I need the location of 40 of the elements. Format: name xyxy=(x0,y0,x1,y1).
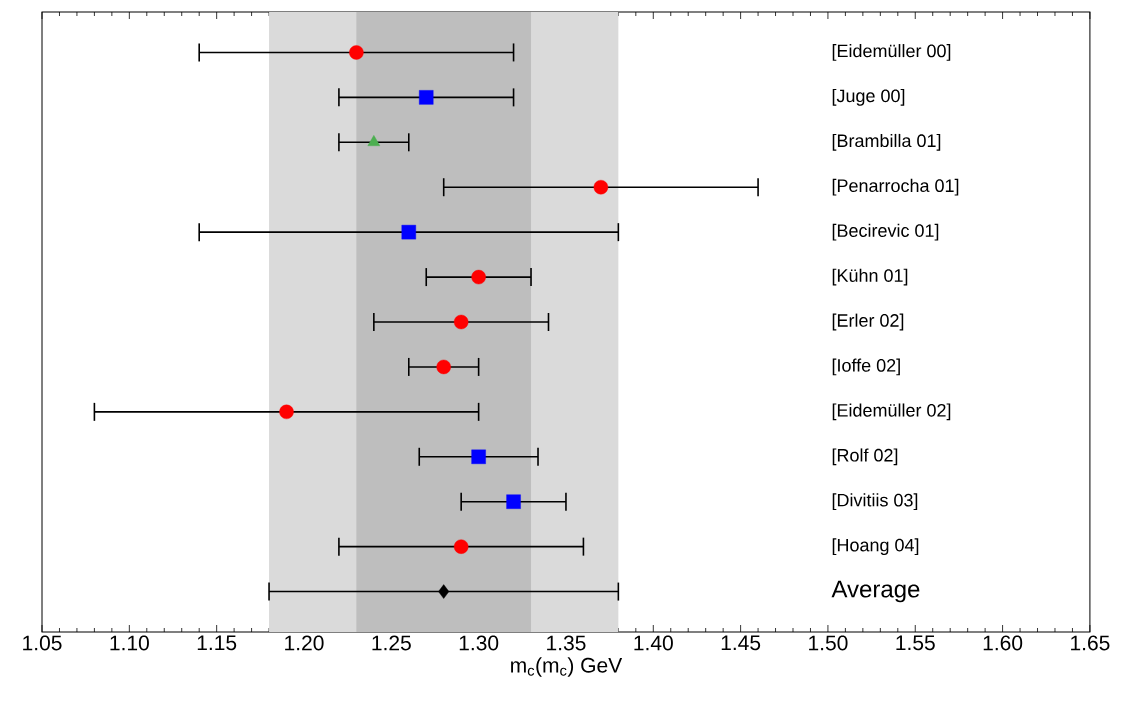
x-tick-label: 1.10 xyxy=(110,635,149,651)
x-tick-label: 1.35 xyxy=(547,635,586,651)
y-tick-label: [Juge 00] xyxy=(832,88,905,106)
point xyxy=(436,359,451,375)
x-tick-label: 1.65 xyxy=(1071,635,1110,651)
point xyxy=(453,314,469,330)
point xyxy=(419,90,434,105)
x-tick-label: 1.30 xyxy=(459,635,499,651)
y-tick-label: [Penarrocha 01] xyxy=(832,178,959,196)
y-tick-label: [Ioffe 02] xyxy=(832,358,900,376)
x-tick-label: 1.60 xyxy=(983,635,1023,651)
point xyxy=(279,404,294,420)
point xyxy=(401,224,416,240)
y-tick-label: [Erler 02] xyxy=(832,313,904,331)
y-tick-label: [Divitiis 03] xyxy=(832,493,918,511)
x-tick-label: 1.50 xyxy=(809,635,848,651)
x-tick-label: 1.25 xyxy=(372,635,411,651)
x-tick-label: 1.40 xyxy=(634,635,673,651)
y-tick-label: [Hoang 04] xyxy=(832,538,919,556)
x-tick-label: 1.20 xyxy=(285,635,324,651)
x-tick-label: 1.15 xyxy=(197,635,237,651)
y-tick-label: [Rolf 02] xyxy=(832,448,898,466)
y-tick-label: [Becirevic 01] xyxy=(832,223,939,241)
point xyxy=(349,45,364,60)
y-tick-label: [Brambilla 01] xyxy=(832,133,941,151)
x-tick-label: 1.45 xyxy=(721,635,761,651)
point xyxy=(367,135,381,146)
point xyxy=(438,584,450,599)
x-tick-label: 1.05 xyxy=(23,635,62,651)
point xyxy=(471,449,486,464)
y-tick-label: [Eidemüller 02] xyxy=(832,403,951,421)
x-axis-title: m$_{c}$(m$_{c}$) GeV xyxy=(511,657,623,677)
x-tick-label: 1.55 xyxy=(896,635,935,651)
y-tick-label: [Kühn 01] xyxy=(832,268,908,286)
point xyxy=(506,494,521,509)
y-tick-label: [Eidemüller 00] xyxy=(832,44,951,61)
point xyxy=(593,180,609,195)
y-tick-label: Average xyxy=(831,580,920,603)
point xyxy=(453,539,469,554)
point xyxy=(471,269,486,285)
